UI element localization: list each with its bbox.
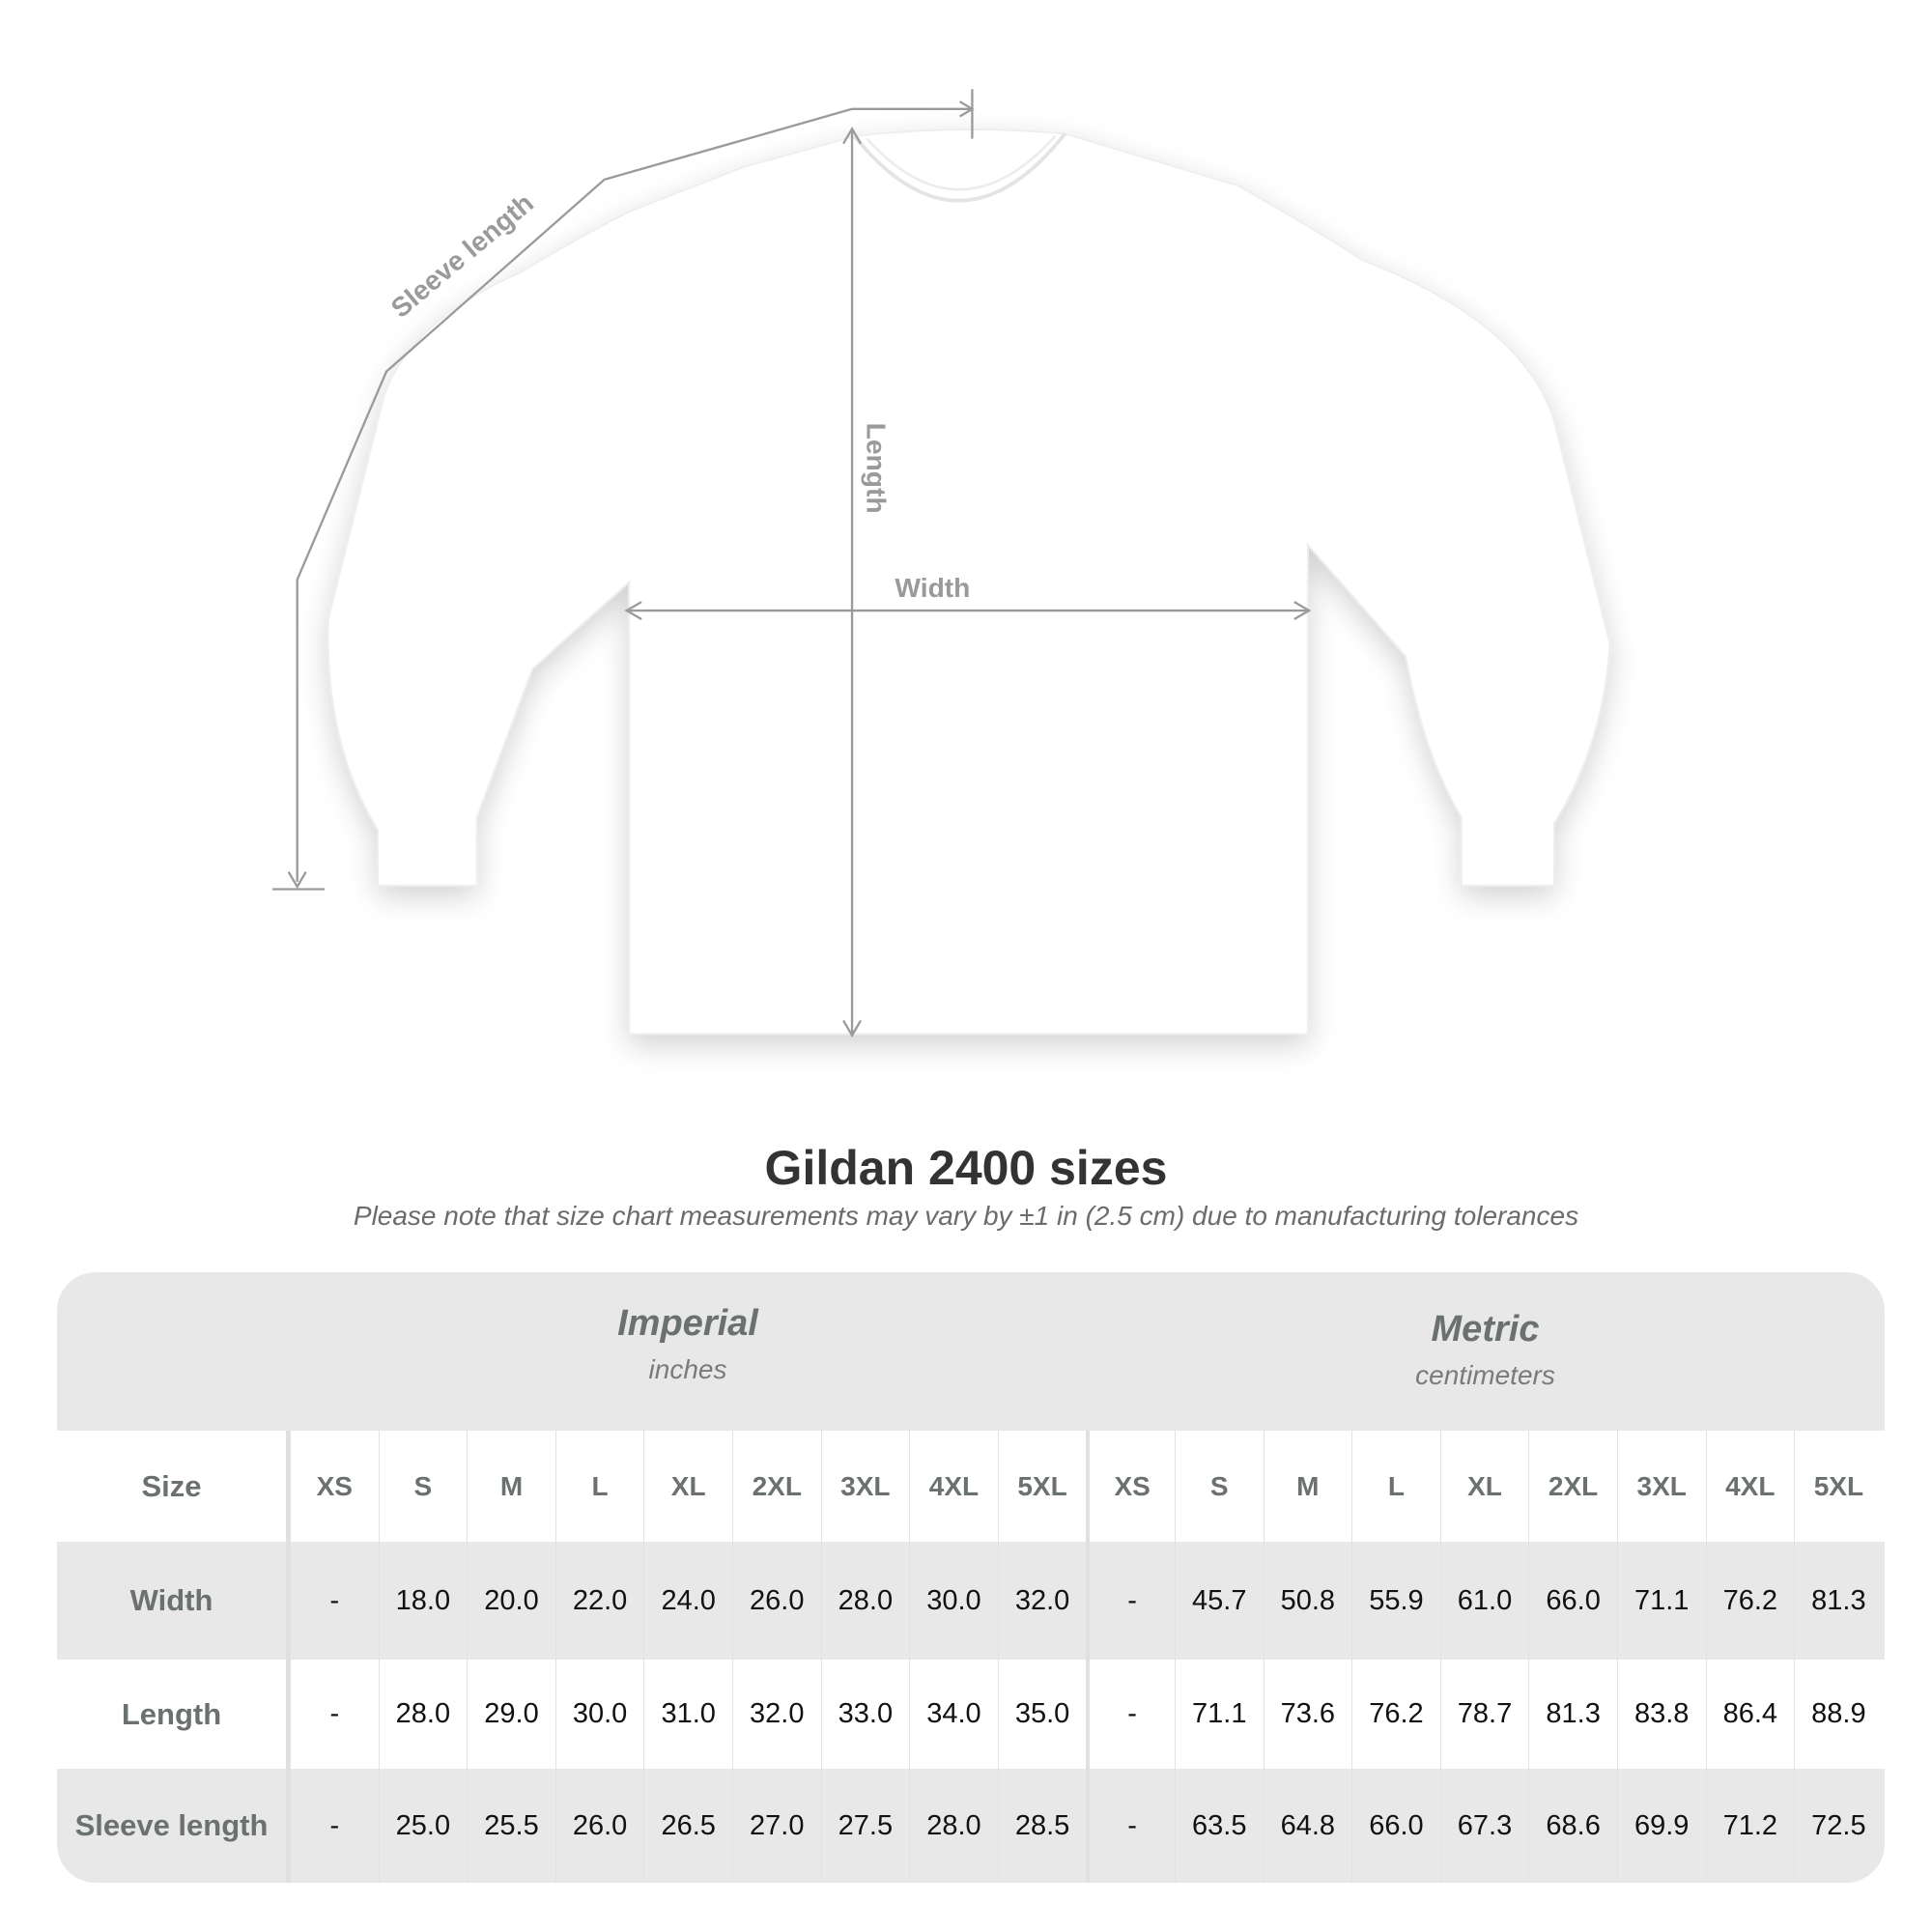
- imperial-value-cell: 34.0: [909, 1660, 998, 1769]
- metric-value-cell: 86.4: [1705, 1660, 1795, 1769]
- imperial-value-cell: 25.5: [467, 1769, 555, 1883]
- metric-value-cell: 78.7: [1439, 1660, 1529, 1769]
- size-header-cell: 2XL: [1528, 1431, 1617, 1542]
- size-header-cell: 3XL: [1616, 1431, 1706, 1542]
- imperial-title: Imperial: [617, 1303, 758, 1344]
- table-row: Width -18.0 20.0 22.0 24.0 26.0 28.0 30.0 32.0-4…: [57, 1542, 1885, 1660]
- sleeve-length-line: [296, 107, 973, 882]
- imperial-value-cell: 18.0: [378, 1542, 468, 1660]
- size-table: Imperial inches Metric centimeters Size X…: [57, 1272, 1885, 1883]
- imperial-value-cell: 26.5: [643, 1769, 732, 1883]
- row-label: Width: [57, 1542, 290, 1660]
- row-label: Size: [57, 1431, 290, 1542]
- metric-value-cell: 83.8: [1616, 1660, 1706, 1769]
- imperial-value-cell: 32.0: [997, 1542, 1087, 1660]
- imperial-value-cell: 30.0: [554, 1660, 644, 1769]
- imperial-value-cell: 20.0: [467, 1542, 555, 1660]
- metric-value-cell: 88.9: [1794, 1660, 1883, 1769]
- row-label: Sleeve length: [57, 1769, 290, 1883]
- size-header-cell: 3XL: [820, 1431, 910, 1542]
- imperial-unit: inches: [648, 1354, 727, 1384]
- imperial-value-cell: 28.0: [909, 1769, 998, 1883]
- imperial-value-cell: 26.0: [731, 1542, 821, 1660]
- metric-value-cell: 71.1: [1174, 1660, 1264, 1769]
- metric-value-cell: 81.3: [1528, 1660, 1617, 1769]
- metric-value-cell: -: [1086, 1769, 1175, 1883]
- metric-value-cell: 76.2: [1351, 1660, 1440, 1769]
- size-header-cell: L: [554, 1431, 644, 1542]
- metric-value-cell: 71.1: [1616, 1542, 1706, 1660]
- size-header-cell: 4XL: [909, 1431, 998, 1542]
- imperial-value-cell: -: [290, 1660, 379, 1769]
- imperial-value-cell: 31.0: [643, 1660, 732, 1769]
- metric-title: Metric: [1431, 1309, 1540, 1350]
- metric-value-cell: 72.5: [1794, 1769, 1883, 1883]
- metric-value-cell: 45.7: [1174, 1542, 1264, 1660]
- table-row: Length -28.0 29.0 30.0 31.0 32.0 33.0 34.0 35.0-…: [57, 1660, 1885, 1769]
- size-header-cell: XS: [290, 1431, 379, 1542]
- metric-value-cell: 76.2: [1705, 1542, 1795, 1660]
- imperial-value-cell: -: [290, 1769, 379, 1883]
- row-label: Length: [57, 1660, 290, 1769]
- measurement-lines: [272, 89, 1312, 1038]
- length-label: Length: [861, 423, 892, 514]
- imperial-value-cell: 32.0: [731, 1660, 821, 1769]
- imperial-value-cell: 25.0: [378, 1769, 468, 1883]
- imperial-value-cell: 30.0: [909, 1542, 998, 1660]
- imperial-value-cell: -: [290, 1542, 379, 1660]
- metric-unit: centimeters: [1415, 1360, 1555, 1390]
- imperial-value-cell: 27.0: [731, 1769, 821, 1883]
- long-sleeve-shirt: [327, 128, 1611, 1036]
- size-header-cell: L: [1351, 1431, 1440, 1542]
- metric-value-cell: 64.8: [1263, 1769, 1352, 1883]
- size-header-cell: M: [467, 1431, 555, 1542]
- width-label: Width: [895, 572, 970, 603]
- metric-value-cell: 66.0: [1351, 1769, 1440, 1883]
- metric-value-cell: 73.6: [1263, 1660, 1352, 1769]
- size-header-cell: XL: [643, 1431, 732, 1542]
- metric-header: Metric centimeters: [1086, 1272, 1885, 1467]
- imperial-value-cell: 28.5: [997, 1769, 1087, 1883]
- size-header-row: Size XS S M L XL 2XL 3XL 4XL 5XL XS S M L XL 2XL 3XL 4XL 5…: [57, 1431, 1885, 1542]
- page-title: Gildan 2400 sizes: [764, 1141, 1168, 1195]
- metric-value-cell: 68.6: [1528, 1769, 1617, 1883]
- imperial-header: Imperial inches: [290, 1272, 1086, 1462]
- table-row: Sleeve length -25.0 25.5 26.0 26.5 27.0 27.5 28…: [57, 1769, 1885, 1883]
- tolerance-note: Please note that size chart measurements…: [353, 1201, 1579, 1231]
- size-header-cell: 5XL: [1794, 1431, 1883, 1542]
- imperial-value-cell: 24.0: [643, 1542, 732, 1660]
- size-header-cell: M: [1263, 1431, 1352, 1542]
- size-header-cell: XL: [1439, 1431, 1529, 1542]
- size-header-cell: 2XL: [731, 1431, 821, 1542]
- imperial-value-cell: 27.5: [820, 1769, 910, 1883]
- metric-value-cell: 50.8: [1263, 1542, 1352, 1660]
- metric-value-cell: 81.3: [1794, 1542, 1883, 1660]
- size-header-cell: XS: [1086, 1431, 1175, 1542]
- metric-value-cell: 69.9: [1616, 1769, 1706, 1883]
- size-header-cell: 4XL: [1705, 1431, 1795, 1542]
- shirt-diagram: Sleeve length Length Width: [272, 89, 1611, 1038]
- metric-value-cell: 63.5: [1174, 1769, 1264, 1883]
- metric-value-cell: -: [1086, 1542, 1175, 1660]
- imperial-value-cell: 22.0: [554, 1542, 644, 1660]
- metric-value-cell: 67.3: [1439, 1769, 1529, 1883]
- imperial-value-cell: 28.0: [820, 1542, 910, 1660]
- imperial-value-cell: 29.0: [467, 1660, 555, 1769]
- size-header-cell: S: [1174, 1431, 1264, 1542]
- metric-value-cell: 61.0: [1439, 1542, 1529, 1660]
- metric-value-cell: 55.9: [1351, 1542, 1440, 1660]
- metric-value-cell: 66.0: [1528, 1542, 1617, 1660]
- imperial-value-cell: 28.0: [378, 1660, 468, 1769]
- metric-value-cell: 71.2: [1705, 1769, 1795, 1883]
- size-header-cell: 5XL: [997, 1431, 1087, 1542]
- metric-value-cell: -: [1086, 1660, 1175, 1769]
- size-header-cell: S: [378, 1431, 468, 1542]
- imperial-value-cell: 33.0: [820, 1660, 910, 1769]
- imperial-value-cell: 35.0: [997, 1660, 1087, 1769]
- imperial-value-cell: 26.0: [554, 1769, 644, 1883]
